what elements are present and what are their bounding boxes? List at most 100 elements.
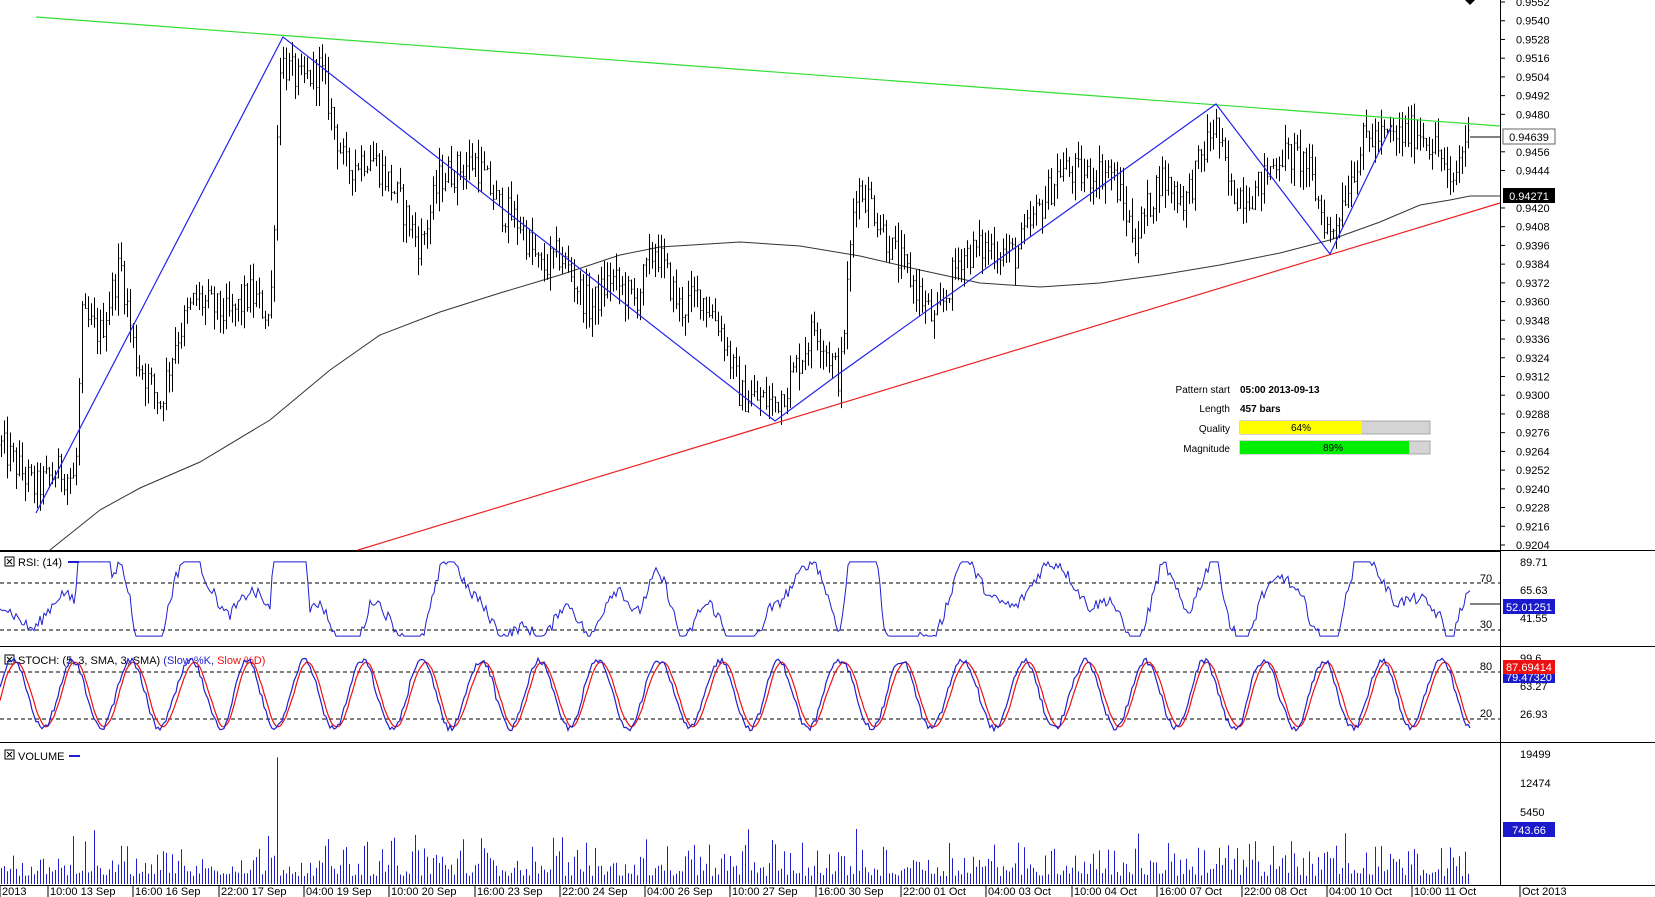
scroll-marker-icon[interactable] bbox=[1465, 0, 1475, 5]
magnitude-value: 89% bbox=[1323, 443, 1343, 454]
pattern-start-label: Pattern start bbox=[1176, 385, 1231, 396]
time-tick-label: 22:00 08 Oct bbox=[1244, 886, 1307, 897]
rsi-title: RSI: (14) bbox=[18, 557, 62, 569]
stoch-k-value-label: 87.69414 bbox=[1506, 662, 1552, 674]
last-price-label: 0.94639 bbox=[1509, 132, 1549, 144]
volume-close-icon-x bbox=[6, 751, 13, 758]
time-tick-label: 10:00 13 Sep bbox=[50, 886, 115, 897]
time-tick-label: 10:00 20 Sep bbox=[391, 886, 456, 897]
price-panel: 0.9552 0.9540 0.9528 0.9516 0.9504 0.9492 0.94… bbox=[0, 0, 1556, 552]
price-bars bbox=[0, 42, 1470, 511]
rsi-path bbox=[0, 560, 1471, 637]
volume-panel: VOLUME 19499 12474 5450 743.66 bbox=[1, 749, 1555, 884]
time-tick-label: 04:00 26 Sep bbox=[647, 886, 712, 897]
pattern-start-value: 05:00 2013-09-13 bbox=[1240, 385, 1320, 396]
time-tick-label: 10:00 04 Oct bbox=[1074, 886, 1137, 897]
volume-value-label: 743.66 bbox=[1512, 825, 1546, 837]
time-tick-label: 16:00 23 Sep bbox=[477, 886, 542, 897]
stoch-level-80-label: 80 bbox=[1480, 661, 1492, 673]
zigzag-pattern-line bbox=[35, 36, 1393, 514]
rsi-panel: RSI: (14) 70 30 89.71 65.63 41.55 52.012… bbox=[0, 556, 1555, 637]
price-tick-label: 0.9516 bbox=[1516, 53, 1550, 65]
stoch-tick-mid: 63.27 bbox=[1520, 681, 1548, 693]
length-value: 457 bars bbox=[1240, 404, 1281, 415]
volume-tick-low: 5450 bbox=[1520, 807, 1544, 819]
price-tick-label: 0.9492 bbox=[1516, 91, 1550, 103]
stoch-tick-low: 26.93 bbox=[1520, 709, 1548, 721]
time-tick-label: 04:00 10 Oct bbox=[1329, 886, 1392, 897]
price-tick-label: 0.9360 bbox=[1516, 297, 1550, 309]
rsi-tick-low: 41.55 bbox=[1520, 613, 1548, 625]
price-tick-label: 0.9264 bbox=[1516, 446, 1550, 458]
time-tick-label: 22:00 17 Sep bbox=[221, 886, 286, 897]
price-tick-label: 0.9372 bbox=[1516, 278, 1550, 290]
rsi-tick-top: 89.71 bbox=[1520, 557, 1548, 569]
price-tick-label: 0.9240 bbox=[1516, 484, 1550, 496]
price-tick-label: 0.9336 bbox=[1516, 334, 1550, 346]
rsi-line bbox=[0, 560, 1471, 637]
volume-bars bbox=[1, 757, 1469, 884]
stoch-d-value-label: 79.47320 bbox=[1506, 672, 1552, 684]
quality-value: 64% bbox=[1291, 423, 1311, 434]
quality-label: Quality bbox=[1199, 424, 1230, 435]
volume-tick-mid: 12474 bbox=[1520, 778, 1551, 790]
price-tick-label: 0.9288 bbox=[1516, 409, 1550, 421]
support-line bbox=[357, 202, 1501, 551]
price-tick-label: 0.9528 bbox=[1516, 34, 1550, 46]
pattern-info: Pattern start 05:00 2013-09-13 Length 45… bbox=[1176, 385, 1431, 455]
ma-value-box bbox=[1503, 188, 1555, 203]
price-tick-label: 0.9276 bbox=[1516, 428, 1550, 440]
time-tick-label: 16:00 07 Oct bbox=[1159, 886, 1222, 897]
rsi-value-box bbox=[1503, 599, 1555, 614]
stoch-k-value-box bbox=[1503, 660, 1555, 674]
price-tick-label: 0.9504 bbox=[1516, 72, 1550, 84]
moving-average-line bbox=[49, 195, 1500, 551]
time-tick-label: 16:00 30 Sep bbox=[818, 886, 883, 897]
price-tick-label: 0.9312 bbox=[1516, 371, 1550, 383]
magnitude-label: Magnitude bbox=[1183, 444, 1230, 455]
length-label: Length bbox=[1199, 404, 1230, 415]
price-tick-label: 0.9300 bbox=[1516, 390, 1550, 402]
resistance-line bbox=[35, 16, 1501, 127]
time-tick-label: 10:00 11 Oct bbox=[1414, 886, 1476, 897]
price-tick-label: 0.9324 bbox=[1516, 353, 1550, 365]
price-tick-label: 0.9456 bbox=[1516, 147, 1550, 159]
price-tick-label: 0.9408 bbox=[1516, 222, 1550, 234]
time-tick-label: 2013 bbox=[2, 886, 26, 897]
quality-bar-fill bbox=[1240, 421, 1362, 434]
time-tick-label: 04:00 03 Oct bbox=[988, 886, 1051, 897]
time-tick-label: 16:00 16 Sep bbox=[135, 886, 200, 897]
stoch-lines bbox=[0, 656, 1471, 733]
last-price-box bbox=[1502, 128, 1556, 145]
rsi-level-30-label: 30 bbox=[1480, 619, 1492, 631]
price-tick-label: 0.9252 bbox=[1516, 465, 1550, 477]
stoch-title: STOCH: (5, 3, SMA, 3, SMA) (Slow %K, Slo… bbox=[18, 655, 265, 667]
moving-average-path bbox=[49, 195, 1500, 551]
time-tick-label: Oct 2013 bbox=[1522, 886, 1567, 897]
price-axis: 0.9552 0.9540 0.9528 0.9516 0.9504 0.9492 0.94… bbox=[1500, 0, 1550, 552]
stoch-k-path bbox=[0, 656, 1471, 733]
price-tick-label: 0.9420 bbox=[1516, 203, 1550, 215]
price-tick-label: 0.9204 bbox=[1516, 540, 1550, 552]
magnitude-bar-fill bbox=[1240, 441, 1410, 454]
stoch-d-path bbox=[0, 661, 1471, 728]
rsi-tick-mid: 65.63 bbox=[1520, 585, 1548, 597]
price-tick-label: 0.9216 bbox=[1516, 521, 1550, 533]
time-axis: 2013 10:00 13 Sep 16:00 16 Sep 22:00 17 Sep… bbox=[0, 885, 1567, 897]
time-tick-label: 10:00 27 Sep bbox=[732, 886, 797, 897]
price-tick-label: 0.9444 bbox=[1516, 166, 1550, 178]
rsi-close-icon-x bbox=[6, 558, 13, 565]
rsi-value-label: 52.01251 bbox=[1506, 602, 1552, 614]
price-tick-label: 0.9396 bbox=[1516, 240, 1550, 252]
ma-value-label: 0.94271 bbox=[1509, 191, 1549, 203]
time-tick-label: 04:00 19 Sep bbox=[306, 886, 371, 897]
rsi-level-70-label: 70 bbox=[1480, 573, 1492, 585]
price-tick-label: 0.9480 bbox=[1516, 109, 1550, 121]
price-tick-label: 0.9384 bbox=[1516, 259, 1550, 271]
price-tick-label: 0.9348 bbox=[1516, 315, 1550, 327]
price-tick-label: 0.9540 bbox=[1516, 16, 1550, 28]
stoch-level-20-label: 20 bbox=[1480, 708, 1492, 720]
price-tick-label: 0.9552 bbox=[1516, 0, 1550, 9]
